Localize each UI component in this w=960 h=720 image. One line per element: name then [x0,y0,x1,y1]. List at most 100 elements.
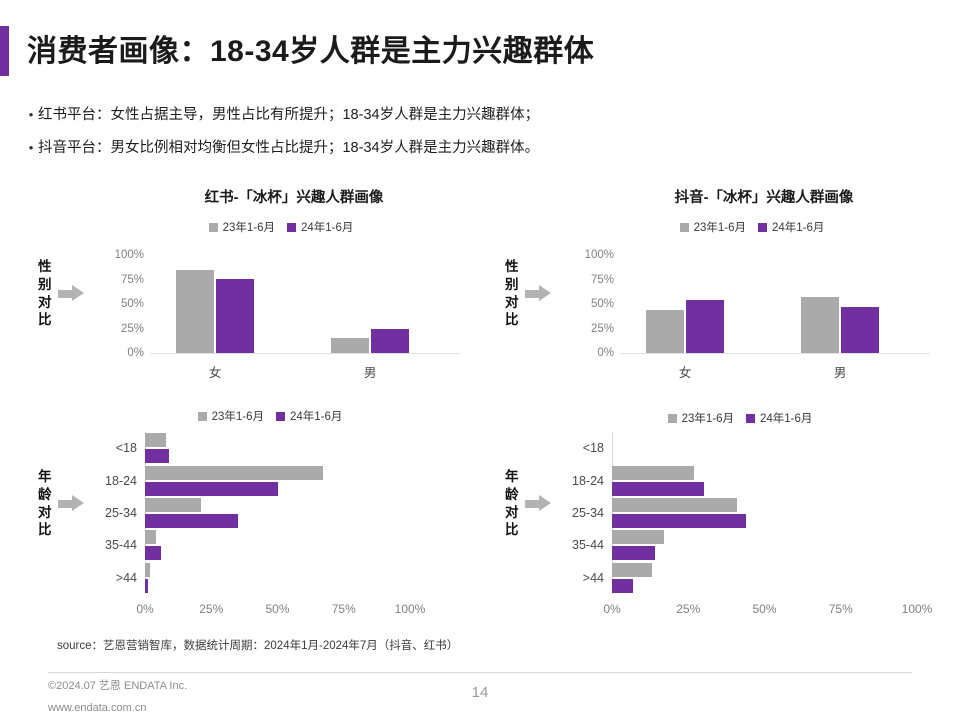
legend-label: 23年1-6月 [681,413,734,425]
legend-xiaohongshu-age: 23年1-6月 24年1-6月 [150,408,390,424]
legend-swatch-icon [758,222,767,232]
legend-douyin-age: 23年1-6月 24年1-6月 [620,410,860,426]
title-accent-bar [0,26,9,76]
arrow-right-icon [57,285,84,302]
legend-swatch-icon [208,222,218,232]
footer-divider [48,672,912,673]
legend-label: 24年1-6月 [760,413,813,425]
legend-swatch-icon [746,413,755,423]
legend-label: 24年1-6月 [301,222,354,234]
arrow-right-icon [524,285,551,302]
row-label-char: 别 [505,276,519,292]
row-label-age-left-text: 年 龄 对 比 [38,468,52,539]
row-label-gender-right: 性 别 对 比 [505,258,551,329]
website-url[interactable]: www.endata.com.cn [48,702,147,715]
list-item: • 抖音平台：男女比例相对均衡但女性占比提升；18-34岁人群是主力兴趣群体。 [24,138,924,158]
y-axis-tick: 75% [590,273,614,286]
row-label-char: 对 [38,294,52,310]
x-axis-tick: 50% [265,602,290,616]
x-axis-tick: 100% [901,602,933,616]
panel-xiaohongshu: 红书-「冰杯」兴趣人群画像 23年1-6月 24年1-6月 [30,186,480,235]
x-axis-tick: 50% [752,602,777,616]
y-axis-tick: 25% [590,322,614,335]
y-axis-category-label: 18-24 [572,473,604,488]
bar-女-23年1-6月 [646,309,685,353]
bar-<18-23年1-6月 [145,433,167,448]
x-axis-category-label: 女 [208,366,222,380]
y-axis-category-label: 25-34 [105,506,137,520]
bar-25-34-23年1-6月 [145,498,201,512]
legend-item-prev: 23年1-6月 [679,219,746,235]
row-label-char: 年 [505,469,519,484]
legend-label: 24年1-6月 [772,222,825,234]
row-label-char: 性 [505,259,519,274]
row-label-char: 比 [505,312,519,328]
y-axis-tick: 50% [590,298,614,310]
x-axis-tick: 0% [136,602,154,616]
x-axis-category-label: 男 [833,366,847,380]
row-label-char: 龄 [38,486,52,502]
bar-女-24年1-6月 [686,300,725,353]
bar-25-34-24年1-6月 [145,514,238,528]
bar-男-24年1-6月 [841,306,880,353]
bullet-marker-icon: • [28,107,34,122]
bar-男-23年1-6月 [331,338,370,353]
legend-item-prev: 23年1-6月 [667,410,734,426]
bar-女-24年1-6月 [216,278,255,353]
arrow-right-icon [57,495,84,512]
bar->44-24年1-6月 [145,578,148,593]
y-axis-tick: 0% [597,347,614,359]
legend-swatch-icon [667,413,677,423]
y-axis-tick: 25% [120,322,144,335]
bar-35-44-24年1-6月 [612,546,655,561]
page-title: 消费者画像：18-34岁人群是主力兴趣群体 [0,26,594,76]
legend-swatch-icon [287,222,296,232]
chart-title-douyin: 抖音-「冰杯」兴趣人群画像 [674,190,854,206]
chart-xiaohongshu-age: <18 18-24 25-34 35-44 >44 0% 25% 50% 75% 100% [105,432,425,616]
y-axis-tick: 100% [584,249,614,261]
row-label-char: 对 [38,504,52,520]
bar-25-34-24年1-6月 [612,514,747,528]
legend-label: 24年1-6月 [290,411,343,423]
chart-xiaohongshu-gender: 0% 25% 50% 75% 100% 女 男 [115,249,460,380]
y-axis-tick: 100% [114,249,144,261]
legend-xiaohongshu-gender: 23年1-6月 24年1-6月 [82,219,480,235]
x-axis-tick: 25% [676,602,701,616]
bullet-text: 抖音平台：男女比例相对均衡但女性占比提升；18-34岁人群是主力兴趣群体。 [38,140,540,156]
legend-item-curr: 24年1-6月 [287,219,353,235]
x-axis-category-label: 男 [363,366,377,380]
chart-douyin-age: <18 18-24 25-34 35-44 >44 0% 25% 50% 75% 100% [572,432,932,616]
page-number: 14 [471,684,489,701]
y-axis-category-label: 35-44 [105,538,137,553]
legend-swatch-icon [679,222,689,232]
y-axis-category-label: 18-24 [105,473,137,488]
y-axis-category-label: 35-44 [572,538,604,553]
legend-item-curr: 24年1-6月 [758,219,824,235]
x-axis-tick: 75% [828,602,853,616]
x-axis-tick: 100% [394,602,426,616]
row-label-char: 性 [38,259,52,274]
legend-douyin-gender: 23年1-6月 24年1-6月 [556,219,948,235]
x-axis-category-label: 女 [678,366,692,380]
y-axis-tick: 50% [120,298,144,310]
legend-swatch-icon [197,411,207,421]
chart-title-xiaohongshu: 红书-「冰杯」兴趣人群画像 [204,190,384,206]
bar-18-24-24年1-6月 [145,481,278,496]
legend-swatch-icon [276,411,285,421]
x-axis-tick: 0% [603,602,621,616]
bar-男-23年1-6月 [801,297,840,353]
bar-35-44-23年1-6月 [145,530,156,545]
bar->44-23年1-6月 [612,562,652,577]
bullet-text: 红书平台：女性占据主导，男性占比有所提升；18-34岁人群是主力兴趣群体； [38,107,540,123]
bar->44-23年1-6月 [145,562,151,577]
row-label-gender-left: 性 别 对 比 [38,258,84,329]
x-axis-line [150,353,460,354]
legend-item-curr: 24年1-6月 [746,410,812,426]
bullet-list: • 红书平台：女性占据主导，男性占比有所提升；18-34岁人群是主力兴趣群体； … [24,105,924,171]
page-title-text: 消费者画像：18-34岁人群是主力兴趣群体 [27,34,595,68]
row-label-char: 龄 [505,486,519,502]
bar-女-23年1-6月 [176,269,215,353]
bar-35-44-23年1-6月 [612,530,664,545]
bar-35-44-24年1-6月 [145,546,161,561]
